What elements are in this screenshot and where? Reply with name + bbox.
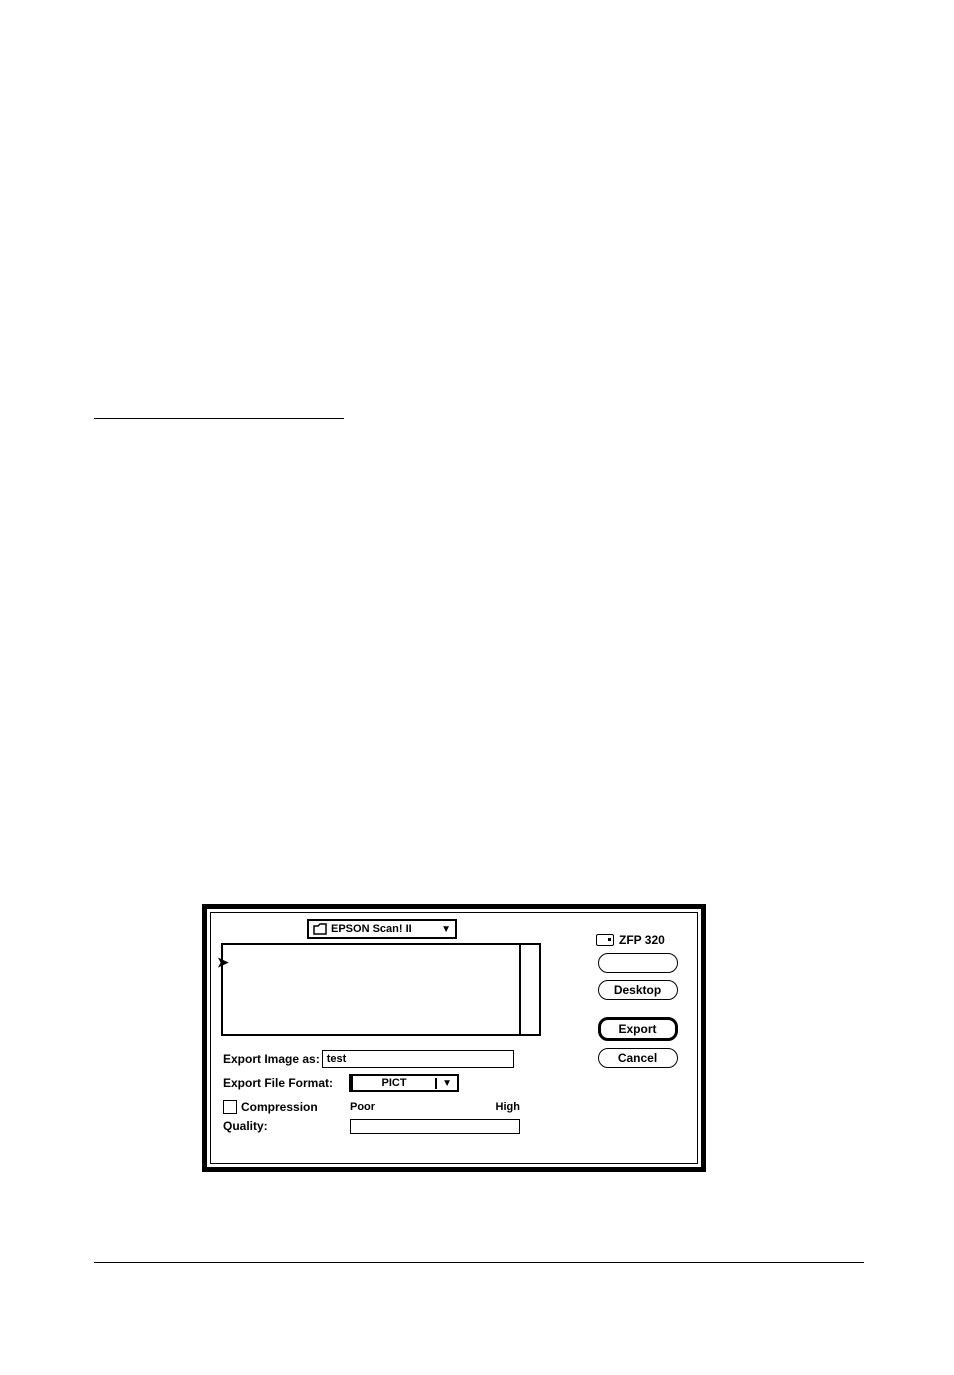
format-dropdown[interactable]: PICT ▼ bbox=[349, 1074, 459, 1092]
chevron-down-icon: ▼ bbox=[441, 924, 451, 935]
cancel-button[interactable]: Cancel bbox=[598, 1048, 678, 1068]
cancel-label: Cancel bbox=[618, 1051, 657, 1065]
compression-row: Compression bbox=[223, 1100, 318, 1114]
export-filename-field[interactable]: test bbox=[322, 1050, 514, 1068]
format-label: Export File Format: bbox=[223, 1076, 333, 1090]
desktop-label: Desktop bbox=[614, 983, 661, 997]
disk-icon bbox=[596, 934, 614, 946]
slider-high-label: High bbox=[496, 1101, 520, 1113]
export-label: Export bbox=[618, 1022, 656, 1036]
footer-rule bbox=[94, 1262, 864, 1263]
compression-checkbox[interactable] bbox=[223, 1100, 237, 1114]
format-value: PICT bbox=[353, 1077, 435, 1089]
quality-slider[interactable] bbox=[350, 1119, 520, 1134]
desktop-button[interactable]: Desktop bbox=[598, 980, 678, 1000]
slider-poor-label: Poor bbox=[350, 1101, 375, 1113]
folder-label: EPSON Scan! II bbox=[331, 923, 441, 935]
quality-label: Quality: bbox=[223, 1119, 268, 1133]
export-as-row: Export Image as: test bbox=[223, 1050, 514, 1068]
folder-icon bbox=[313, 923, 327, 935]
export-as-label: Export Image as: bbox=[223, 1052, 320, 1066]
scrollbar[interactable] bbox=[519, 945, 539, 1034]
file-list[interactable] bbox=[221, 943, 541, 1036]
format-row: Export File Format: PICT ▼ bbox=[223, 1074, 459, 1092]
cursor-icon: ➤ bbox=[217, 954, 229, 971]
export-dialog: EPSON Scan! II ▼ ➤ Export Image as: test… bbox=[202, 904, 706, 1172]
section-underline bbox=[94, 418, 344, 419]
quality-row: Quality: bbox=[223, 1119, 268, 1133]
export-filename-value: test bbox=[327, 1053, 347, 1065]
disk-label: ZFP 320 bbox=[619, 933, 665, 947]
export-button[interactable]: Export bbox=[598, 1017, 678, 1041]
eject-button[interactable] bbox=[598, 953, 678, 973]
chevron-down-icon: ▼ bbox=[435, 1078, 457, 1089]
folder-dropdown[interactable]: EPSON Scan! II ▼ bbox=[307, 919, 457, 939]
right-column: ZFP 320 Desktop Export Cancel bbox=[590, 933, 685, 1075]
compression-label: Compression bbox=[241, 1100, 318, 1114]
disk-row: ZFP 320 bbox=[590, 933, 685, 947]
slider-labels: Poor High bbox=[350, 1101, 520, 1113]
